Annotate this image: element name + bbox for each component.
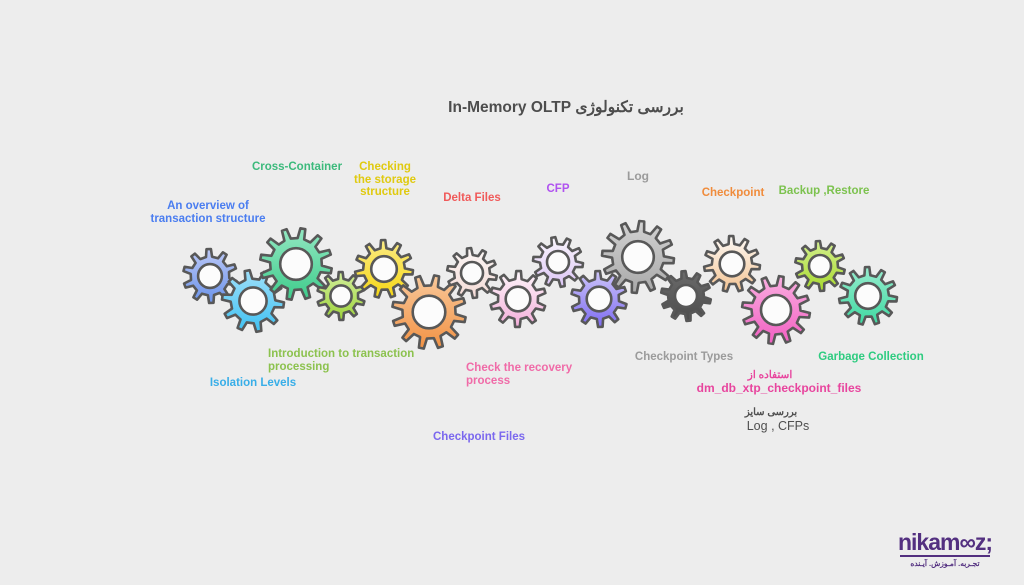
gear-white-orange-hole [718, 250, 746, 278]
label-checkpoint: Checkpoint [702, 187, 765, 200]
gear-white-purple-hole [545, 249, 571, 275]
gear-gray-hole [620, 239, 656, 275]
label-introduction-transaction-processing-line: Introduction to transaction [268, 348, 415, 360]
gear-yellow-green-2-hole [807, 253, 833, 279]
label-isolation-levels: Isolation Levels [210, 377, 296, 390]
label-barresi-size: بررسی سایز [745, 407, 797, 420]
nikamooz-logo: nikam∞z; تجـربه. آمـوزش. آیـنده [897, 529, 993, 568]
label-check-recovery-process-line: process [466, 374, 511, 387]
label-dm-db-xtp-checkpoint-files: dm_db_xtp_checkpoint_files [697, 382, 862, 395]
label-delta-files-line: Delta Files [443, 192, 501, 204]
gear-blue-hole [196, 262, 224, 290]
label-cross-container: Cross-Container [252, 161, 342, 174]
gear-green-hole [278, 246, 314, 282]
label-checking-storage-structure-line: structure [360, 186, 410, 198]
label-dm-db-xtp-checkpoint-files-line: dm_db_xtp_checkpoint_files [696, 381, 862, 395]
nikamooz-tagline: تجـربه. آمـوزش. آیـنده [910, 558, 980, 568]
label-overview-transaction-structure-line: transaction structure [150, 212, 266, 225]
page-title: بررسی تکنولوژی In-Memory OLTP [448, 99, 684, 116]
label-checking-storage-structure-line: Checking [359, 161, 411, 173]
gear-purple-hole [585, 285, 613, 313]
label-checkpoint-types: Checkpoint Types [635, 351, 733, 364]
logo-divider [899, 555, 990, 557]
gear-white-red-hole [459, 260, 485, 286]
label-garbage-collection: Garbage Collection [818, 351, 923, 364]
label-cross-container-line: Cross-Container [251, 161, 343, 173]
label-overview-transaction-structure: An overview of transaction structure [150, 200, 265, 225]
label-checkpoint-files-line: Checkpoint Files [432, 431, 526, 443]
label-backup-restore-line: Backup ,Restore [778, 185, 870, 197]
label-introduction-transaction-processing: Introduction to transaction processing [268, 348, 414, 373]
nikamooz-wordmark: nikam∞z; [897, 529, 993, 555]
label-overview-transaction-structure-line: An overview of [167, 200, 249, 212]
gear-yellow-green-hole [329, 284, 353, 308]
label-log-cfps-line: Log , CFPs [746, 419, 810, 433]
label-log-line: Log [627, 169, 649, 183]
label-introduction-transaction-processing-line: processing [268, 360, 330, 373]
label-log-cfps: Log , CFPs [747, 420, 810, 433]
gear-yellow-hole [369, 254, 399, 284]
gear-dark-gray-hole [673, 283, 699, 309]
label-log: Log [627, 170, 649, 183]
label-backup-restore: Backup ,Restore [779, 185, 870, 198]
label-cfp-line: CFP [546, 183, 570, 195]
label-delta-files: Delta Files [443, 192, 501, 205]
label-estefade-az: استفاده از [748, 369, 792, 382]
label-cfp: CFP [547, 183, 570, 196]
label-isolation-levels-line: Isolation Levels [209, 377, 297, 389]
label-barresi-size-line: بررسی سایز [744, 407, 798, 418]
label-garbage-collection-line: Garbage Collection [818, 351, 924, 363]
gear-teal-hole [853, 281, 883, 311]
label-checkpoint-types-line: Checkpoint Types [634, 351, 734, 363]
label-checking-storage-structure: Checking the storage structure [354, 161, 416, 199]
gear-pink-hole [759, 293, 793, 327]
label-checkpoint-line: Checkpoint [701, 187, 765, 199]
label-checkpoint-files: Checkpoint Files [433, 431, 525, 444]
label-check-recovery-process-line: Check the recovery [466, 362, 573, 374]
gear-orange-hole [411, 294, 447, 330]
gear-white-pink-hole [504, 285, 532, 313]
label-estefade-az-line: استفاده از [747, 369, 793, 381]
label-check-recovery-process: Check the recovery process [466, 362, 572, 387]
gear-cyan-hole [238, 286, 268, 316]
label-checking-storage-structure-line: the storage [354, 173, 416, 186]
